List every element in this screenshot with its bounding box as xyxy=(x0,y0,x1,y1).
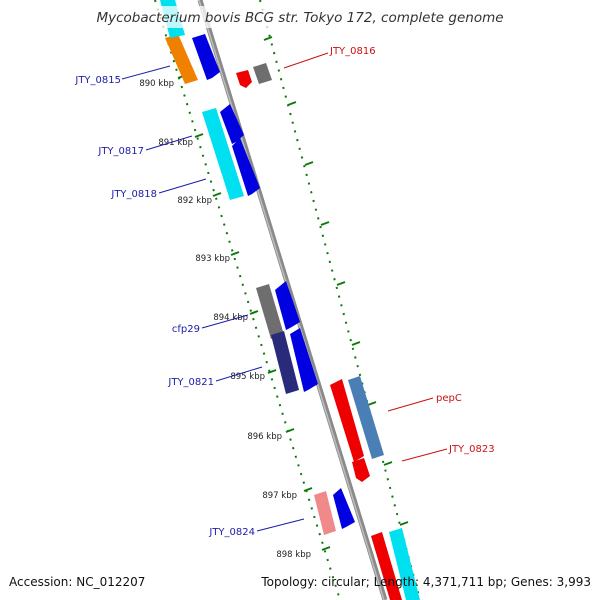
gene-arrow-red-pepC xyxy=(330,379,364,462)
gene-arrow-red-0823 xyxy=(352,458,370,482)
left-gene-labels: JTY_0815 JTY_0817 JTY_0818 cfp29 JTY_082… xyxy=(74,65,305,538)
major-ticks xyxy=(177,74,331,551)
gene-label-pepC: pepC xyxy=(436,393,462,404)
gene-block-darkblue-0821 xyxy=(271,331,299,394)
position-label: 893 kbp xyxy=(195,254,230,264)
gene-block-red-bottom xyxy=(371,532,402,600)
gene-label-cfp29: cfp29 xyxy=(172,324,200,335)
right-gene-labels: JTY_0816 pepC JTY_0823 xyxy=(283,46,495,462)
gene-arrow-blue-0824 xyxy=(333,488,355,529)
gene-block-orange xyxy=(165,34,198,84)
gene-block-steelblue-0823 xyxy=(348,376,384,459)
gene-arrow-blue-cfp29 xyxy=(275,281,300,330)
gene-block-cyan-bottom xyxy=(389,528,420,600)
position-scale: 890 kbp 891 kbp 892 kbp 893 kbp 894 kbp … xyxy=(139,79,311,560)
gene-label-JTY_0818: JTY_0818 xyxy=(110,189,157,200)
gene-block-gray-0816 xyxy=(253,63,272,84)
gene-arrow-red-0816 xyxy=(236,70,252,88)
position-label: 894 kbp xyxy=(213,313,248,323)
title-backdrop xyxy=(80,6,520,28)
genome-backbone xyxy=(197,0,388,600)
position-label: 897 kbp xyxy=(262,491,297,501)
forward-features xyxy=(160,0,355,535)
position-label: 890 kbp xyxy=(139,79,174,89)
gene-block-cyan-0817 xyxy=(202,108,244,200)
position-label: 898 kbp xyxy=(276,550,311,560)
topology-summary: Topology: circular; Length: 4,371,711 bp… xyxy=(261,575,591,589)
gene-arrow-blue-0821 xyxy=(290,328,318,392)
position-label: 891 kbp xyxy=(158,138,193,148)
outer-major-ticks xyxy=(263,36,409,526)
gene-label-JTY_0824: JTY_0824 xyxy=(208,527,255,538)
gene-arrow-blue-top xyxy=(192,34,220,80)
gene-block-pink-0824 xyxy=(314,491,336,535)
gene-label-JTY_0823: JTY_0823 xyxy=(448,444,495,455)
accession-text: Accession: NC_012207 xyxy=(9,575,146,589)
gene-block-gray-cfp29 xyxy=(256,284,284,339)
gene-arrow-blue-0818 xyxy=(232,138,260,196)
gene-label-JTY_0817: JTY_0817 xyxy=(97,146,144,157)
position-label: 896 kbp xyxy=(247,432,282,442)
inner-tick-track xyxy=(154,0,341,600)
gene-label-JTY_0816: JTY_0816 xyxy=(329,46,376,57)
map-title: Mycobacterium bovis BCG str. Tokyo 172, … xyxy=(96,10,503,26)
reverse-features xyxy=(236,63,420,600)
gene-arrow-blue-0817 xyxy=(220,104,244,144)
position-label: 895 kbp xyxy=(230,372,265,382)
gene-label-JTY_0821: JTY_0821 xyxy=(167,377,214,388)
gene-label-JTY_0815: JTY_0815 xyxy=(74,75,121,86)
position-label: 892 kbp xyxy=(177,196,212,206)
